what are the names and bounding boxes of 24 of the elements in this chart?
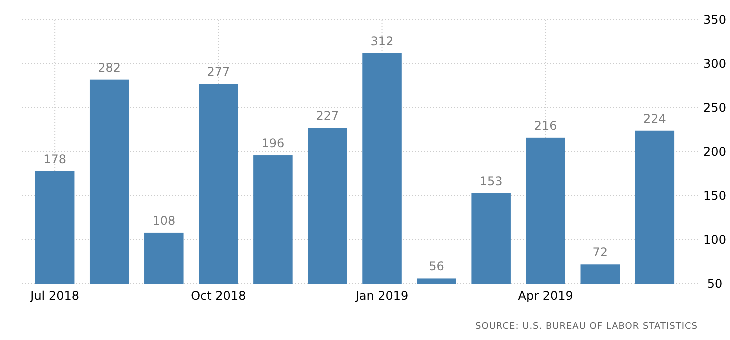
x-tick-label: Jul 2018 [30, 289, 80, 303]
y-tick-label: 100 [704, 233, 726, 248]
y-tick-label: 150 [704, 189, 726, 204]
x-tick-label: Oct 2018 [191, 289, 246, 303]
y-tick-label: 250 [704, 101, 726, 116]
data-label: 56 [429, 260, 444, 274]
data-label: 227 [316, 109, 340, 124]
data-label: 196 [262, 136, 285, 151]
data-label: 224 [643, 112, 666, 126]
data-label: 178 [44, 152, 67, 166]
y-tick-label: 300 [704, 57, 726, 72]
data-label: 282 [98, 60, 122, 75]
data-label: 153 [480, 174, 503, 188]
data-label: 216 [534, 118, 558, 133]
x-tick-label: Jan 2019 [354, 289, 409, 303]
data-label: 108 [152, 214, 176, 228]
source-note: SOURCE: U.S. BUREAU OF LABOR STATISTICS [476, 322, 698, 332]
data-label: 72 [592, 246, 608, 260]
y-tick-label: 50 [707, 277, 723, 292]
y-tick-label: 200 [704, 145, 726, 160]
data-label: 312 [370, 34, 394, 48]
x-tick-label: Apr 2019 [518, 289, 574, 303]
data-label: 277 [207, 65, 230, 80]
y-tick-label: 350 [704, 13, 726, 28]
